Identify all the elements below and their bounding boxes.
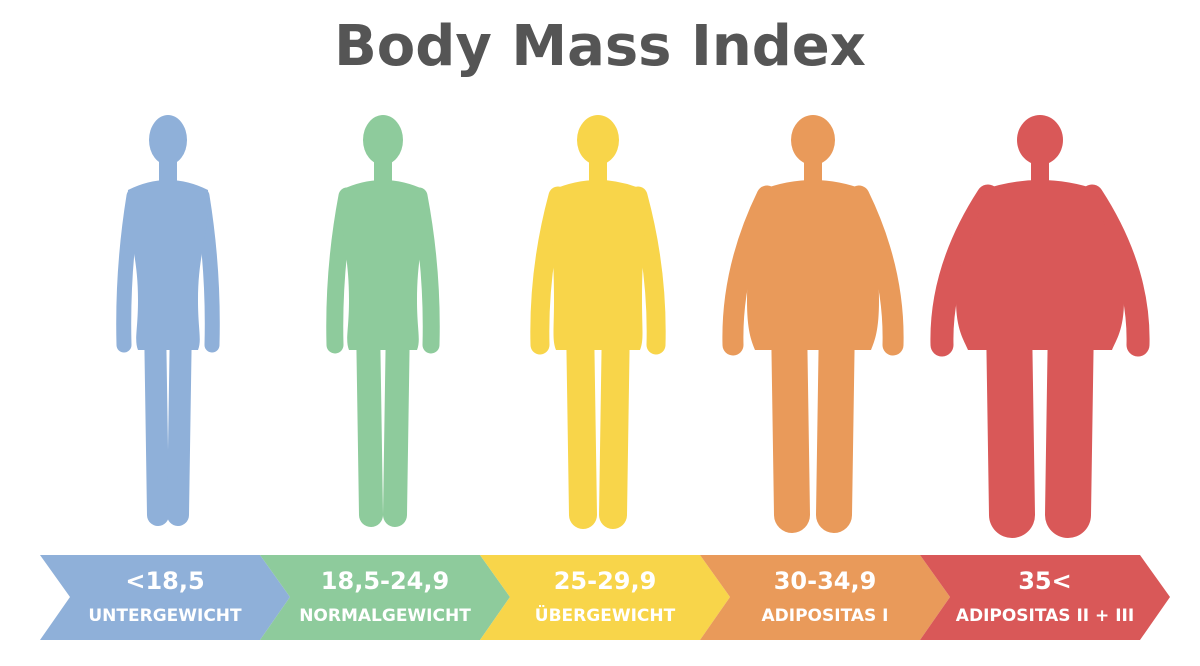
leg bbox=[383, 308, 410, 527]
leg bbox=[771, 302, 810, 533]
silhouette bbox=[722, 115, 904, 533]
torso bbox=[340, 180, 426, 350]
bmi-range: 18,5-24,9 bbox=[321, 567, 449, 595]
bmi-range: 35< bbox=[1018, 567, 1072, 595]
torso bbox=[956, 180, 1124, 350]
arrow-segment bbox=[40, 555, 290, 640]
bmi-range: 25-29,9 bbox=[554, 567, 657, 595]
arm bbox=[930, 184, 1000, 357]
head bbox=[791, 115, 835, 165]
bmi-label: NORMALGEWICHT bbox=[299, 606, 471, 626]
silhouette bbox=[530, 115, 666, 529]
silhouette bbox=[930, 115, 1150, 538]
bmi-label: ÜBERGEWICHT bbox=[535, 604, 676, 626]
bmi-label: ADIPOSITAS I bbox=[762, 606, 889, 626]
arrow-segment bbox=[700, 555, 950, 640]
head bbox=[577, 115, 619, 165]
silhouette bbox=[326, 115, 440, 527]
arrow-segment bbox=[480, 555, 730, 640]
head bbox=[1017, 115, 1063, 165]
arm bbox=[1080, 184, 1150, 357]
head bbox=[363, 115, 403, 165]
leg bbox=[1045, 297, 1094, 538]
bmi-label: ADIPOSITAS II + III bbox=[956, 606, 1134, 626]
title: Body Mass Index bbox=[334, 14, 866, 79]
leg bbox=[566, 306, 597, 529]
head bbox=[149, 115, 187, 165]
leg bbox=[816, 302, 855, 533]
torso bbox=[747, 180, 879, 350]
torso bbox=[127, 180, 209, 350]
leg bbox=[144, 309, 169, 526]
leg bbox=[356, 308, 383, 527]
leg bbox=[986, 297, 1035, 538]
arrow-segment bbox=[920, 555, 1170, 640]
arrow-segment bbox=[260, 555, 510, 640]
leg bbox=[167, 309, 192, 526]
bmi-range: <18,5 bbox=[125, 567, 204, 595]
bmi-range: 30-34,9 bbox=[774, 567, 877, 595]
torso bbox=[551, 180, 645, 350]
silhouette bbox=[116, 115, 220, 526]
bmi-label: UNTERGEWICHT bbox=[88, 606, 242, 626]
leg bbox=[599, 306, 630, 529]
